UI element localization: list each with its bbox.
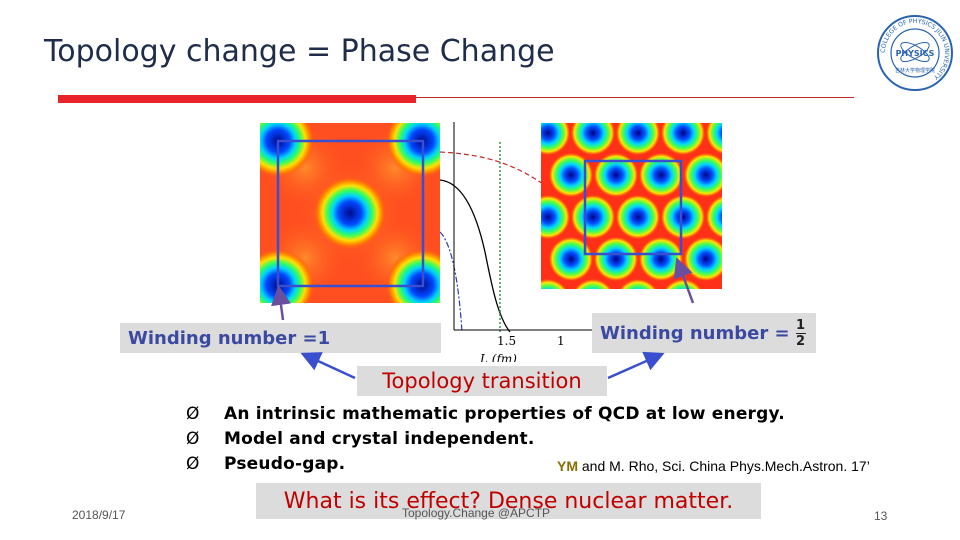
bullet-marker-icon: Ø xyxy=(186,429,200,449)
page-number: 13 xyxy=(874,509,888,523)
bullet-item: Ø Pseudo-gap. xyxy=(186,452,785,477)
fraction-denominator: 2 xyxy=(796,333,806,349)
winding-number-right-label: Winding number = 1 2 xyxy=(592,313,816,353)
citation-author: YM xyxy=(557,458,578,474)
bullet-item: Ø Model and crystal independent. xyxy=(186,427,785,452)
footer-date: 2018/9/17 xyxy=(72,508,126,522)
density-map-half-skyrmion xyxy=(541,123,722,289)
bullet-item: Ø An intrinsic mathematic properties of Q… xyxy=(186,402,785,427)
title-underline-thick xyxy=(58,95,416,103)
bullet-text: An intrinsic mathematic properties of QC… xyxy=(224,404,785,424)
bullet-marker-icon: Ø xyxy=(186,404,200,424)
topology-transition-label: Topology transition xyxy=(357,366,607,396)
footer-center-text: Topology.Change @APCTP xyxy=(402,506,551,520)
university-logo: COLLEGE OF PHYSICS JILIN UNIVERSITY PHYS… xyxy=(877,15,953,91)
bullet-list: Ø An intrinsic mathematic properties of Q… xyxy=(186,402,785,477)
plot-tick-1: 1.5 xyxy=(497,334,516,348)
fraction-numerator: 1 xyxy=(796,317,806,333)
plot-tick-2: 1 xyxy=(557,334,565,348)
winding-left-text: Winding number =1 xyxy=(128,327,331,349)
winding-number-left-label: Winding number =1 xyxy=(120,323,441,353)
arrow-to-left-label-icon xyxy=(300,352,356,380)
density-map-fcc xyxy=(260,123,440,303)
arrow-to-right-label-icon xyxy=(607,351,665,380)
slide-title: Topology change = Phase Change xyxy=(44,34,555,69)
logo-bottom-text: 吉林大学物理学院 xyxy=(895,67,935,74)
winding-fraction: 1 2 xyxy=(795,317,806,349)
winding-right-text: Winding number = xyxy=(600,322,790,344)
title-underline-thin xyxy=(416,97,854,98)
plot-x-label: L (fm) xyxy=(479,352,517,362)
citation-reference: and M. Rho, Sci. China Phys.Mech.Astron.… xyxy=(578,458,870,474)
bullet-text: Pseudo-gap. xyxy=(224,454,346,474)
question-callout: What is its effect? Dense nuclear matter… xyxy=(256,483,761,519)
bullet-text: Model and crystal independent. xyxy=(224,429,535,449)
bullet-marker-icon: Ø xyxy=(186,454,200,474)
citation: YM and M. Rho, Sci. China Phys.Mech.Astr… xyxy=(557,458,870,474)
blue-dashdot-curve xyxy=(440,231,463,333)
logo-center-text: PHYSICS xyxy=(896,49,935,58)
